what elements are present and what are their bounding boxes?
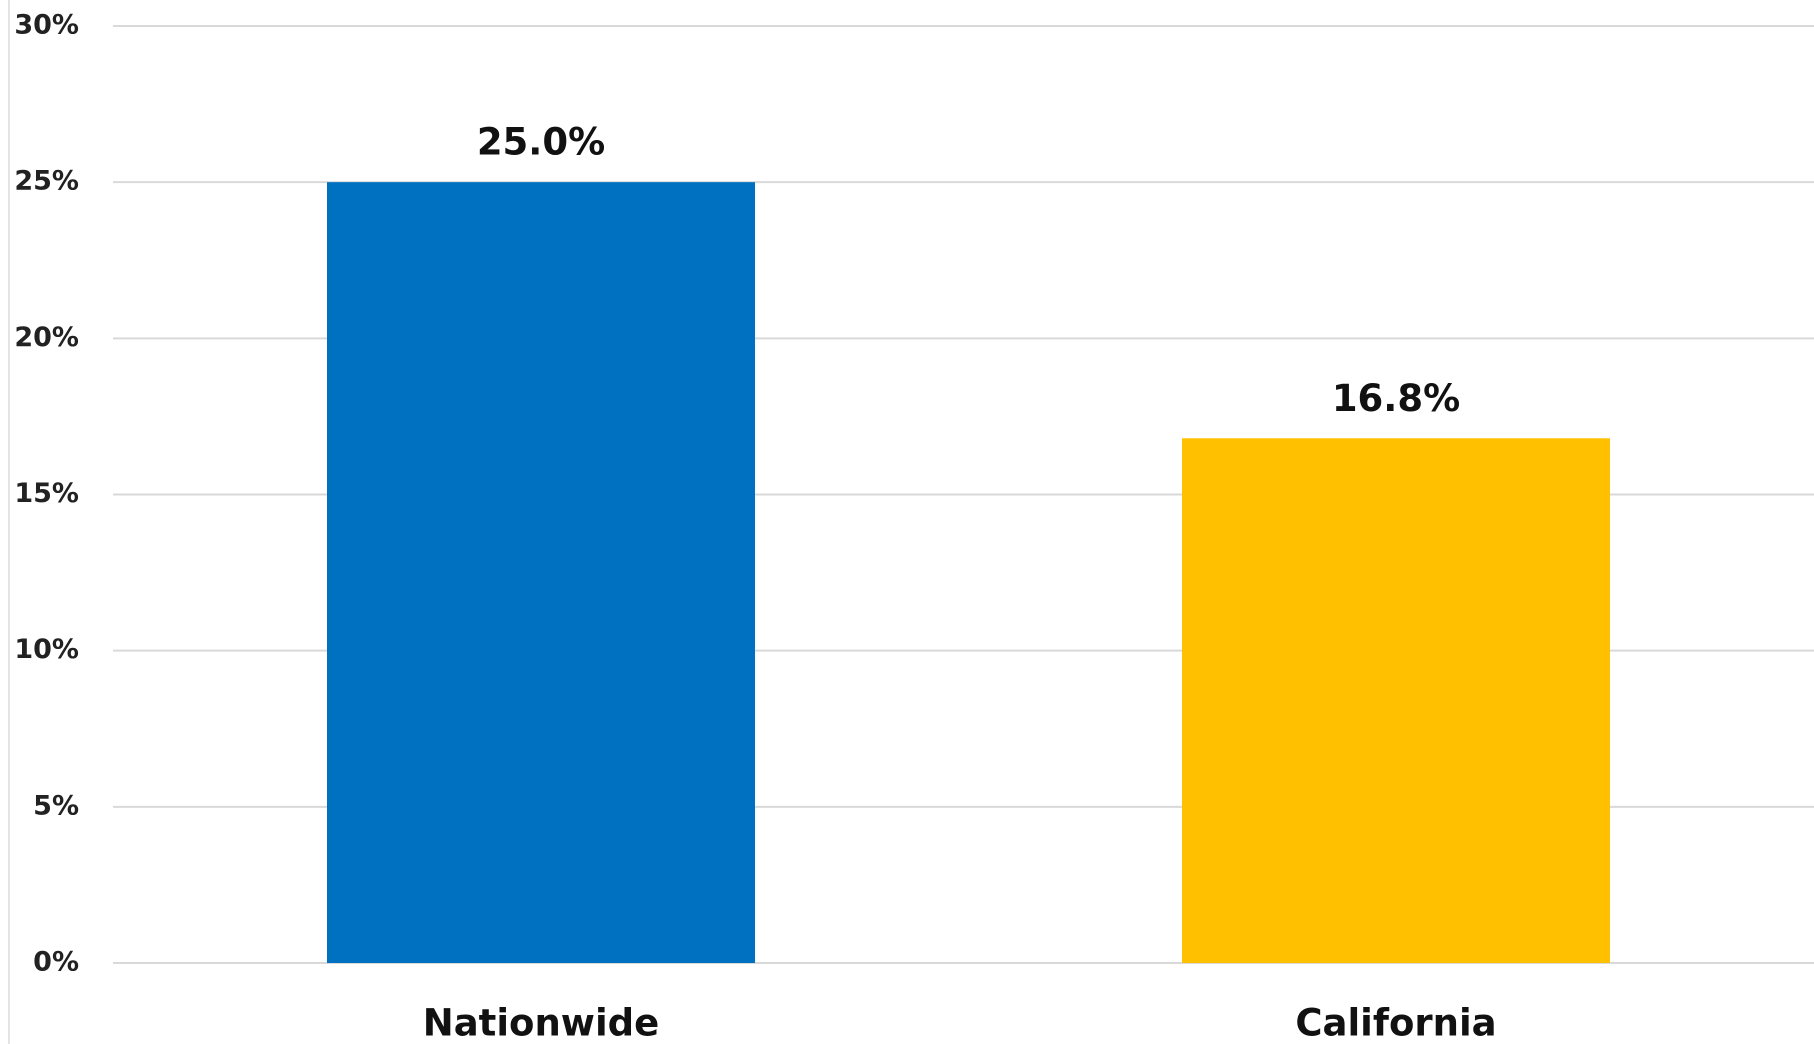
y-tick-label: 30% <box>14 10 79 41</box>
y-tick-label: 15% <box>14 478 79 509</box>
bar <box>1182 438 1610 963</box>
y-tick-label: 5% <box>33 790 79 821</box>
y-tick-label: 20% <box>14 322 79 353</box>
value-label: 25.0% <box>477 121 605 164</box>
x-tick-label: California <box>1295 1002 1496 1044</box>
y-tick-label: 10% <box>14 634 79 665</box>
value-label: 16.8% <box>1332 377 1460 420</box>
y-tick-label: 0% <box>33 947 79 978</box>
x-tick-label: Nationwide <box>423 1002 660 1044</box>
y-tick-label: 25% <box>14 166 79 197</box>
bar <box>327 182 755 963</box>
